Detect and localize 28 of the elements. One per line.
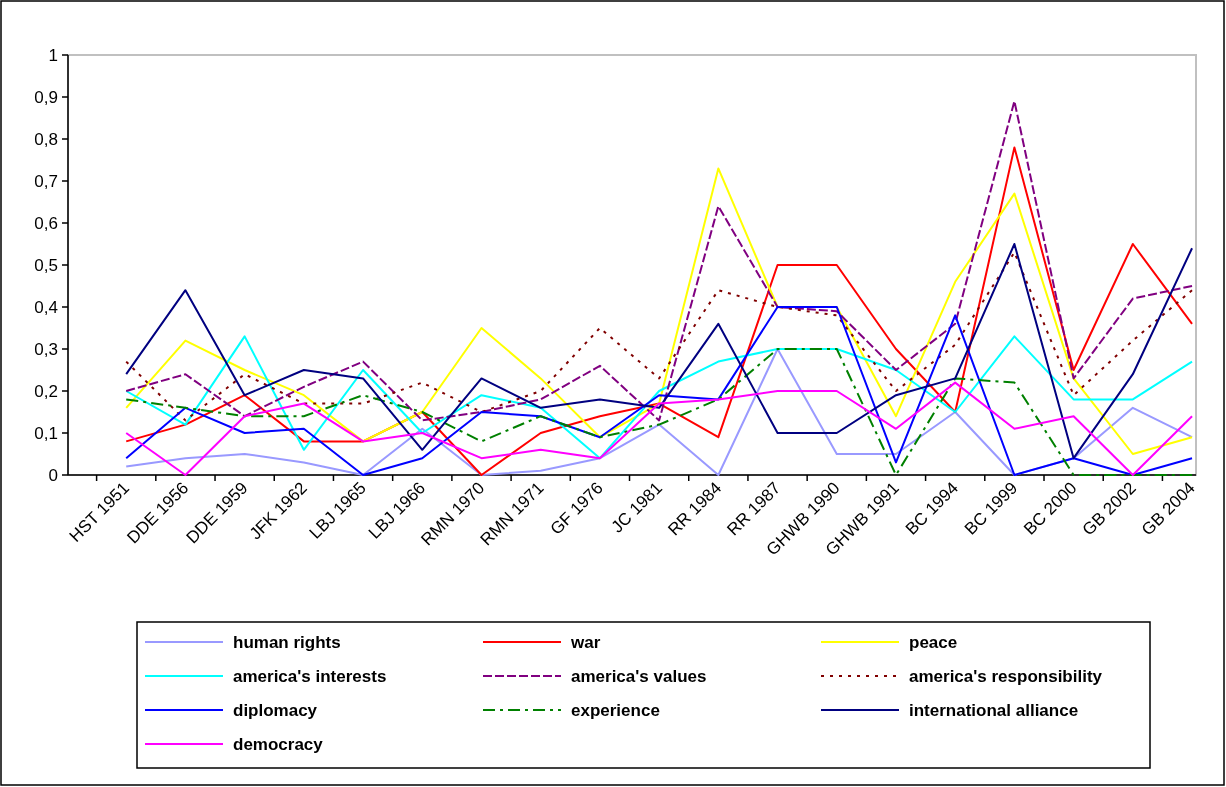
y-tick-label: 0,8 <box>34 130 58 149</box>
y-tick-label: 0,2 <box>34 382 58 401</box>
legend-label: america's interests <box>233 667 387 686</box>
line-series <box>125 306 1194 476</box>
y-tick-label: 0,9 <box>34 88 58 107</box>
line-series <box>125 100 1194 422</box>
legend-label: war <box>570 633 601 652</box>
legend-label: democracy <box>233 735 324 754</box>
legend-label: diplomacy <box>233 701 318 720</box>
line-series <box>125 335 1194 460</box>
line-series <box>125 251 1194 422</box>
y-tick-label: 0,1 <box>34 424 58 443</box>
line-series <box>125 348 1194 476</box>
line-series <box>125 243 1194 460</box>
y-tick-label: 0 <box>48 466 58 485</box>
legend-label: experience <box>571 701 660 720</box>
y-tick-label: 0,5 <box>34 256 58 275</box>
legend-label: america's values <box>571 667 707 686</box>
y-tick-label: 0,6 <box>34 214 58 233</box>
y-tick-label: 0,3 <box>34 340 58 359</box>
y-tick-label: 0,7 <box>34 172 58 191</box>
legend-label: america's responsibility <box>909 667 1103 686</box>
y-tick-label: 1 <box>48 46 58 65</box>
legend-label: human rights <box>233 633 341 652</box>
line-series <box>125 381 1194 476</box>
legend-label: peace <box>909 633 958 652</box>
y-tick-label: 0,4 <box>34 298 58 317</box>
legend-label: international alliance <box>909 701 1079 720</box>
